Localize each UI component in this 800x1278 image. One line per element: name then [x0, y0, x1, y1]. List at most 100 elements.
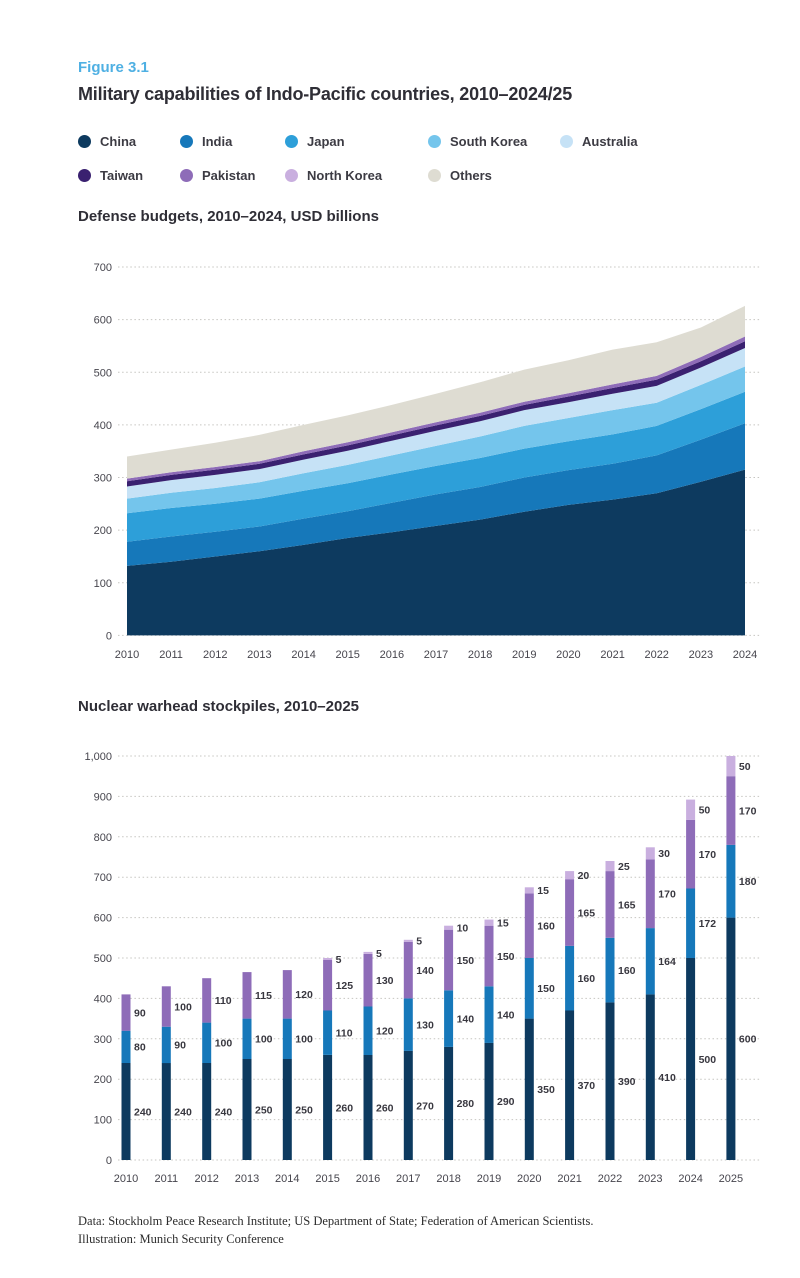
value-label-india: 80 [134, 1042, 146, 1054]
bar-segment-china [121, 1063, 131, 1160]
legend-swatch-australia [560, 134, 573, 148]
bar-segment-pakistan [363, 954, 373, 1007]
bar-2018: 280 140 150 10 2018 [436, 923, 474, 1186]
value-label-north-korea: 50 [739, 761, 751, 773]
legend-item-north-korea: North Korea [285, 167, 382, 183]
value-label-india: 120 [376, 1026, 394, 1038]
svg-text:0: 0 [106, 630, 112, 642]
bar-segment-china [605, 1002, 615, 1160]
bar-segment-china [202, 1063, 212, 1160]
legend-label-pakistan: Pakistan [202, 167, 256, 183]
value-label-india: 100 [295, 1034, 313, 1046]
svg-text:2020: 2020 [517, 1173, 541, 1185]
bar-segment-china [161, 1063, 171, 1160]
value-label-pakistan: 150 [457, 955, 475, 967]
bar-segment-north-korea [403, 939, 413, 942]
value-label-north-korea: 15 [497, 918, 509, 930]
bar-segment-china [645, 994, 655, 1160]
legend-swatch-others [428, 168, 441, 182]
svg-text:2024: 2024 [678, 1173, 702, 1185]
value-label-china: 350 [537, 1084, 555, 1096]
svg-text:2025: 2025 [719, 1173, 743, 1185]
svg-text:2019: 2019 [512, 649, 536, 661]
bar-grid: 0 100 200 300 400 500 600 700 800 900 1,000 [84, 751, 760, 1167]
value-label-china: 240 [215, 1106, 233, 1118]
svg-text:600: 600 [94, 913, 112, 925]
bar-2025: 600 180 170 50 2025 [719, 756, 757, 1185]
value-label-pakistan: 165 [618, 899, 636, 911]
value-label-pakistan: 125 [336, 980, 354, 992]
bar-segment-pakistan [282, 970, 292, 1019]
svg-text:2021: 2021 [600, 649, 624, 661]
svg-text:2023: 2023 [689, 649, 713, 661]
svg-text:1,000: 1,000 [84, 751, 112, 763]
bar-segment-pakistan [605, 871, 615, 938]
area-band-australia [127, 348, 745, 499]
svg-text:500: 500 [94, 953, 112, 965]
bar-segment-india [323, 1010, 333, 1055]
legend-label-south-korea: South Korea [450, 133, 528, 149]
bar-segment-pakistan [524, 893, 534, 958]
svg-text:2015: 2015 [335, 649, 359, 661]
svg-text:2019: 2019 [477, 1173, 501, 1185]
svg-text:2023: 2023 [638, 1173, 662, 1185]
svg-text:300: 300 [94, 473, 112, 485]
value-label-china: 600 [739, 1034, 757, 1046]
bar-2017: 270 130 140 5 2017 [396, 936, 434, 1185]
area-band-china [127, 469, 745, 636]
nuclear-stockpiles-chart-title: Nuclear warhead stockpiles, 2010–2025 [78, 698, 360, 715]
value-label-china: 370 [578, 1080, 596, 1092]
value-label-pakistan: 170 [739, 805, 757, 817]
bar-segment-pakistan [726, 776, 736, 845]
value-label-pakistan: 90 [134, 1007, 146, 1019]
source-line: Data: Stockholm Peace Research Institute… [78, 1214, 594, 1228]
value-label-india: 172 [699, 918, 717, 930]
bar-2010: 240 80 90 2010 [114, 994, 152, 1185]
bars: 2408090201024090100201124010011020122501… [114, 756, 757, 1185]
svg-text:2022: 2022 [644, 649, 668, 661]
value-label-india: 110 [336, 1028, 353, 1040]
legend-label-china: China [100, 133, 137, 149]
legend-swatch-taiwan [78, 168, 91, 182]
bar-segment-india [282, 1018, 292, 1059]
bar-segment-india [645, 928, 655, 995]
svg-text:2013: 2013 [247, 649, 271, 661]
bar-segment-pakistan [645, 859, 655, 929]
bar-segment-china [242, 1059, 252, 1160]
value-label-north-korea: 50 [699, 805, 711, 817]
bar-segment-pakistan [161, 986, 171, 1027]
legend-item-south-korea: South Korea [428, 133, 527, 149]
bar-2011: 240 90 100 2011 [154, 986, 192, 1185]
value-label-north-korea: 5 [376, 948, 382, 960]
bar-segment-india [524, 958, 534, 1019]
bar-segment-china [484, 1042, 494, 1160]
value-label-pakistan: 160 [537, 921, 555, 933]
svg-text:2012: 2012 [203, 649, 227, 661]
legend-label-taiwan: Taiwan [100, 167, 144, 183]
bar-2016: 260 120 130 5 2016 [356, 948, 394, 1185]
bar-segment-china [282, 1059, 292, 1160]
bar-segment-india [444, 990, 454, 1047]
value-label-china: 280 [457, 1098, 475, 1110]
value-label-india: 164 [658, 956, 676, 968]
area-band-japan [127, 391, 745, 542]
svg-text:400: 400 [94, 420, 112, 432]
value-label-china: 240 [174, 1106, 192, 1118]
bar-segment-north-korea [726, 756, 736, 777]
value-label-china: 250 [295, 1104, 313, 1116]
svg-text:2011: 2011 [154, 1173, 178, 1185]
value-label-pakistan: 170 [699, 849, 717, 861]
value-label-pakistan: 140 [416, 965, 434, 977]
legend-label-australia: Australia [582, 133, 638, 149]
bar-2015: 260 110 125 5 2015 [315, 954, 353, 1185]
bar-segment-north-korea [363, 951, 373, 954]
value-label-india: 100 [215, 1038, 233, 1050]
svg-text:2014: 2014 [291, 649, 315, 661]
bar-2013: 250 100 115 2013 [235, 972, 273, 1185]
svg-text:100: 100 [94, 1115, 112, 1127]
figure-source: Data: Stockholm Peace Research Institute… [78, 1212, 758, 1248]
bar-segment-india [363, 1006, 373, 1055]
area-band-south-korea [127, 366, 745, 514]
